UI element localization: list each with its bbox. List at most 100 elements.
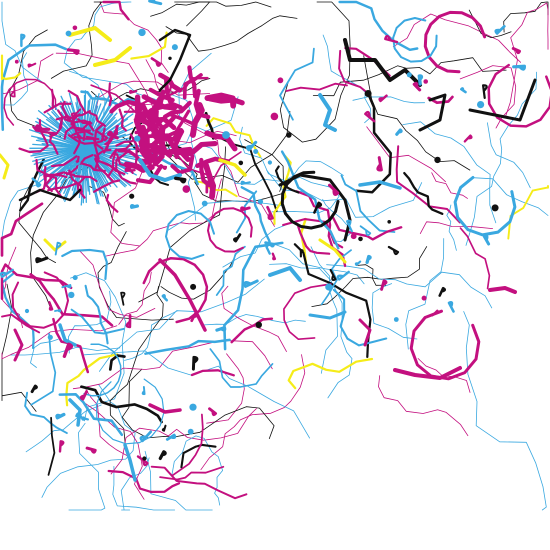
curl-hook [327, 183, 340, 196]
burst-fill-stroke [108, 82, 113, 107]
thin-line [50, 1, 115, 79]
dot-endpoint [286, 132, 292, 138]
dot-endpoint [129, 193, 135, 199]
bold-line [393, 366, 462, 380]
thin-line [72, 339, 273, 390]
curl-hook [95, 129, 109, 142]
thin-line [112, 466, 176, 511]
medium-line [338, 49, 370, 95]
dot-endpoint [477, 101, 485, 109]
medium-line [215, 245, 246, 296]
curl-hook [150, 57, 162, 67]
burst-fill-stroke [61, 100, 72, 120]
magenta-cluster-stroke [109, 99, 143, 114]
curl-hook [240, 180, 251, 186]
curl-hook [61, 284, 72, 289]
burst-fill-stroke [48, 131, 59, 155]
medium-strokes-layer [0, 0, 550, 500]
dot-endpoint [222, 131, 230, 139]
curl-hook [66, 161, 81, 171]
medium-line [180, 443, 217, 469]
thin-line [459, 65, 517, 129]
thin-line [30, 338, 59, 368]
curl-hook [384, 34, 399, 44]
dot-endpoint [387, 220, 392, 224]
burst-fill-stroke [73, 175, 98, 183]
polygon-ring [165, 210, 215, 260]
curl-hook [0, 268, 14, 278]
thin-line [419, 221, 493, 234]
thin-line [431, 172, 468, 199]
medium-line [108, 354, 126, 371]
curl-hook [299, 248, 304, 258]
curl-hook [376, 156, 383, 172]
dot-endpoint [201, 200, 208, 207]
bold-line [268, 266, 302, 282]
curl-hook [481, 84, 488, 100]
thin-line [85, 389, 130, 458]
curl-hook [54, 241, 62, 256]
curl-hook [10, 83, 16, 98]
curl-hook [447, 301, 455, 313]
medium-line [459, 227, 491, 290]
medium-line [70, 308, 125, 335]
medium-line [130, 31, 168, 60]
curl-hook [482, 234, 491, 246]
dot-endpoint [134, 135, 141, 142]
thin-line [174, 1, 211, 27]
dot-endpoint [255, 321, 262, 328]
curl-hook [124, 167, 136, 173]
thin-line [402, 121, 497, 224]
curl-hook [190, 312, 199, 323]
medium-line [30, 333, 57, 406]
curl-hook [205, 180, 212, 194]
thin-line [118, 271, 152, 325]
curl-hook [359, 225, 372, 237]
medium-line [287, 357, 374, 390]
thin-line [1, 325, 118, 360]
dot-endpoint [364, 90, 372, 97]
magenta-cluster-stroke [182, 73, 203, 100]
thin-line [171, 435, 223, 506]
dot-endpoint [81, 416, 86, 421]
curl-hook [62, 342, 74, 358]
curl-hook [58, 440, 65, 453]
thin-line [392, 13, 521, 63]
magenta-cluster-stroke [135, 164, 164, 185]
thin-line [99, 1, 169, 73]
polygon-ring [409, 309, 481, 381]
medium-line [279, 47, 315, 121]
burst-fill-stroke [105, 193, 119, 213]
bold-line [68, 398, 82, 427]
thin-line [41, 384, 136, 498]
thin-line [311, 246, 428, 307]
dot-endpoint [14, 59, 19, 64]
curl-hook [243, 279, 259, 288]
bold-line [318, 238, 347, 264]
polygon-ring [207, 207, 253, 253]
burst-fill-stroke [63, 126, 84, 140]
thin-line [144, 450, 213, 511]
medium-line [403, 171, 444, 215]
medium-line [355, 94, 392, 194]
thin-line [279, 1, 351, 143]
curl-hook [511, 46, 521, 55]
thin-line [99, 278, 265, 372]
medium-line [0, 43, 67, 131]
thin-line [352, 96, 425, 104]
thin-line [138, 146, 226, 303]
burst-fill-stroke [93, 123, 105, 146]
dot-endpoint [138, 28, 146, 37]
polygon-ring [392, 17, 438, 63]
curl-hook [271, 252, 277, 261]
dot-endpoint [270, 112, 279, 121]
dot-endpoint [423, 79, 429, 84]
thin-line [167, 200, 284, 231]
curl-hook [463, 134, 473, 143]
thin-line [271, 242, 365, 285]
burst-fill-stroke [93, 154, 119, 172]
burst-fill-stroke [76, 176, 86, 199]
magenta-cluster-stroke [206, 96, 245, 106]
thin-line [150, 1, 272, 17]
bold-line [488, 286, 517, 294]
